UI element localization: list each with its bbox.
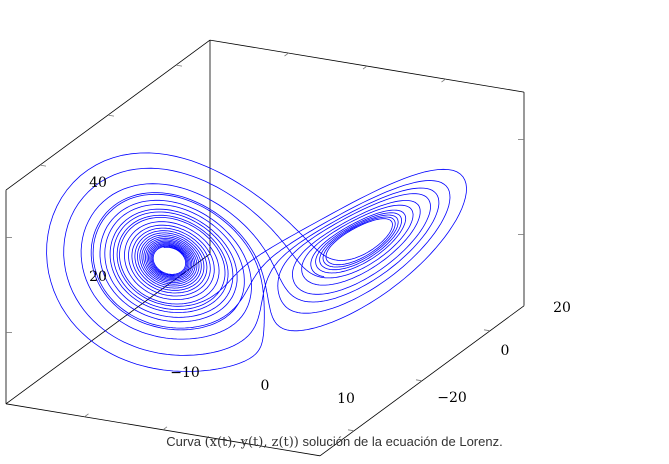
z-tick-label: 40	[89, 175, 107, 191]
y-tick-mark	[107, 114, 115, 117]
x-tick-mark	[84, 413, 89, 418]
x-tick-mark	[441, 78, 446, 83]
y-tick-mark	[483, 329, 491, 332]
tick-marks	[6, 52, 524, 444]
caption-suffix: solución de la ecuación de Lorenz.	[302, 434, 503, 449]
x-tick-mark	[241, 439, 246, 444]
y-tick-mark	[39, 164, 47, 167]
y-tick-mark	[415, 379, 423, 382]
figure-caption: Curva (x(t), y(t), z(t)) solución de la …	[0, 434, 669, 450]
x-tick-mark	[284, 52, 289, 57]
caption-math: (x(t), y(t), z(t))	[204, 435, 299, 450]
x-tick-label: 10	[337, 391, 355, 407]
caption-prefix: Curva	[166, 434, 201, 449]
y-tick-mark	[347, 429, 355, 432]
lorenz-curve	[46, 152, 467, 372]
curve-layer	[46, 152, 467, 372]
y-tick-label: 20	[553, 300, 571, 316]
x-tick-mark	[162, 426, 168, 431]
x-tick-mark	[362, 65, 368, 70]
y-tick-label: 0	[501, 343, 510, 359]
x-tick-label: 0	[261, 378, 270, 394]
y-tick-mark	[175, 64, 183, 67]
tick-labels: −10 0 10 −20 0 20 20 40	[89, 175, 571, 407]
x-tick-label: −10	[170, 365, 200, 381]
z-tick-label: 20	[89, 269, 107, 285]
y-tick-label: −20	[437, 390, 467, 406]
box-edge	[5, 253, 211, 405]
